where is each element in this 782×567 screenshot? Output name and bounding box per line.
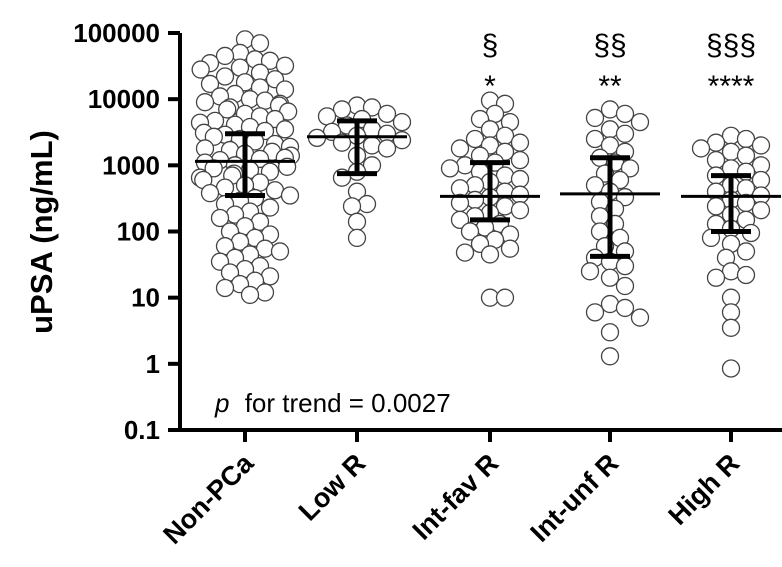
x-tick-label: Int-fav R xyxy=(407,448,505,546)
data-point xyxy=(693,140,710,157)
data-point xyxy=(617,278,634,295)
data-point xyxy=(512,202,529,219)
data-point xyxy=(723,304,740,321)
data-point xyxy=(753,202,770,219)
data-point xyxy=(512,186,529,203)
data-point xyxy=(379,140,396,157)
data-point xyxy=(723,319,740,336)
data-point xyxy=(723,360,740,377)
data-point xyxy=(262,268,279,285)
data-point xyxy=(217,279,234,296)
data-point xyxy=(379,105,396,122)
data-point xyxy=(442,160,459,177)
data-point xyxy=(632,114,649,131)
y-tick-label: 1 xyxy=(146,349,160,379)
data-point xyxy=(512,152,529,169)
y-tick-label: 0.1 xyxy=(124,415,160,445)
data-point xyxy=(753,137,770,154)
y-tick-label: 100000 xyxy=(73,18,160,48)
data-point xyxy=(738,267,755,284)
data-points xyxy=(192,31,770,377)
data-point xyxy=(349,229,366,246)
data-point xyxy=(602,121,619,138)
data-point xyxy=(394,132,411,149)
x-tick-label: Int-unf R xyxy=(525,448,625,548)
significance-top: § xyxy=(482,29,499,62)
data-point xyxy=(217,68,234,85)
significance-bottom: **** xyxy=(708,70,755,103)
data-point xyxy=(319,108,336,125)
data-point xyxy=(723,143,740,160)
data-point xyxy=(344,198,361,215)
y-axis: 0.1 1 10 100 1000 10000 100000 xyxy=(73,18,180,445)
y-tick-label: 10 xyxy=(131,283,160,313)
data-point xyxy=(753,172,770,189)
data-point xyxy=(617,258,634,275)
trend-p-symbol: p xyxy=(214,388,229,418)
y-axis-title: uPSA (ng/mL) xyxy=(24,130,59,334)
data-point xyxy=(708,198,725,215)
data-point xyxy=(364,137,381,154)
y-tick-label: 10000 xyxy=(88,84,160,114)
data-point xyxy=(252,35,269,52)
data-point xyxy=(738,243,755,260)
significance-bottom: * xyxy=(484,70,496,103)
data-point xyxy=(602,324,619,341)
data-point xyxy=(502,240,519,257)
y-tick-label: 100 xyxy=(117,217,160,247)
data-point xyxy=(602,101,619,118)
data-point xyxy=(632,309,649,326)
data-point xyxy=(282,187,299,204)
data-point xyxy=(738,147,755,164)
significance-top: §§ xyxy=(593,29,626,62)
significance-top: §§§ xyxy=(706,29,756,62)
data-point xyxy=(602,348,619,365)
x-axis: Non-PCa Low R Int-fav R Int-unf R High R xyxy=(157,430,782,550)
data-point xyxy=(452,140,469,157)
data-point xyxy=(457,244,474,261)
data-point xyxy=(197,94,214,111)
data-point xyxy=(257,284,274,301)
trend-annotation: p for trend = 0.0027 xyxy=(214,388,451,418)
data-point xyxy=(497,289,514,306)
data-point xyxy=(592,208,609,225)
data-point xyxy=(202,185,219,202)
data-point xyxy=(587,304,604,321)
data-point xyxy=(708,152,725,169)
data-point xyxy=(272,243,289,260)
x-tick-label: High R xyxy=(663,448,746,531)
data-point xyxy=(512,134,529,151)
data-point xyxy=(252,174,269,191)
data-point xyxy=(512,171,529,188)
data-point xyxy=(482,246,499,263)
data-point xyxy=(394,114,411,131)
data-point xyxy=(277,121,294,138)
data-point xyxy=(602,296,619,313)
x-tick-label: Non-PCa xyxy=(157,447,260,550)
trend-text: for trend = 0.0027 xyxy=(245,388,451,418)
data-point xyxy=(582,263,599,280)
data-point xyxy=(349,213,366,230)
significance-marks: § * §§ ** §§§ **** xyxy=(482,29,756,103)
data-point xyxy=(708,269,725,286)
data-point xyxy=(359,196,376,213)
data-point xyxy=(617,299,634,316)
data-point xyxy=(262,199,279,216)
data-point xyxy=(242,286,259,303)
significance-bottom: ** xyxy=(598,70,622,103)
data-point xyxy=(617,105,634,122)
data-point xyxy=(587,109,604,126)
data-point xyxy=(617,125,634,142)
data-point xyxy=(467,191,484,208)
y-tick-label: 1000 xyxy=(102,150,160,180)
x-tick-label: Low R xyxy=(293,448,371,526)
data-point xyxy=(602,269,619,286)
